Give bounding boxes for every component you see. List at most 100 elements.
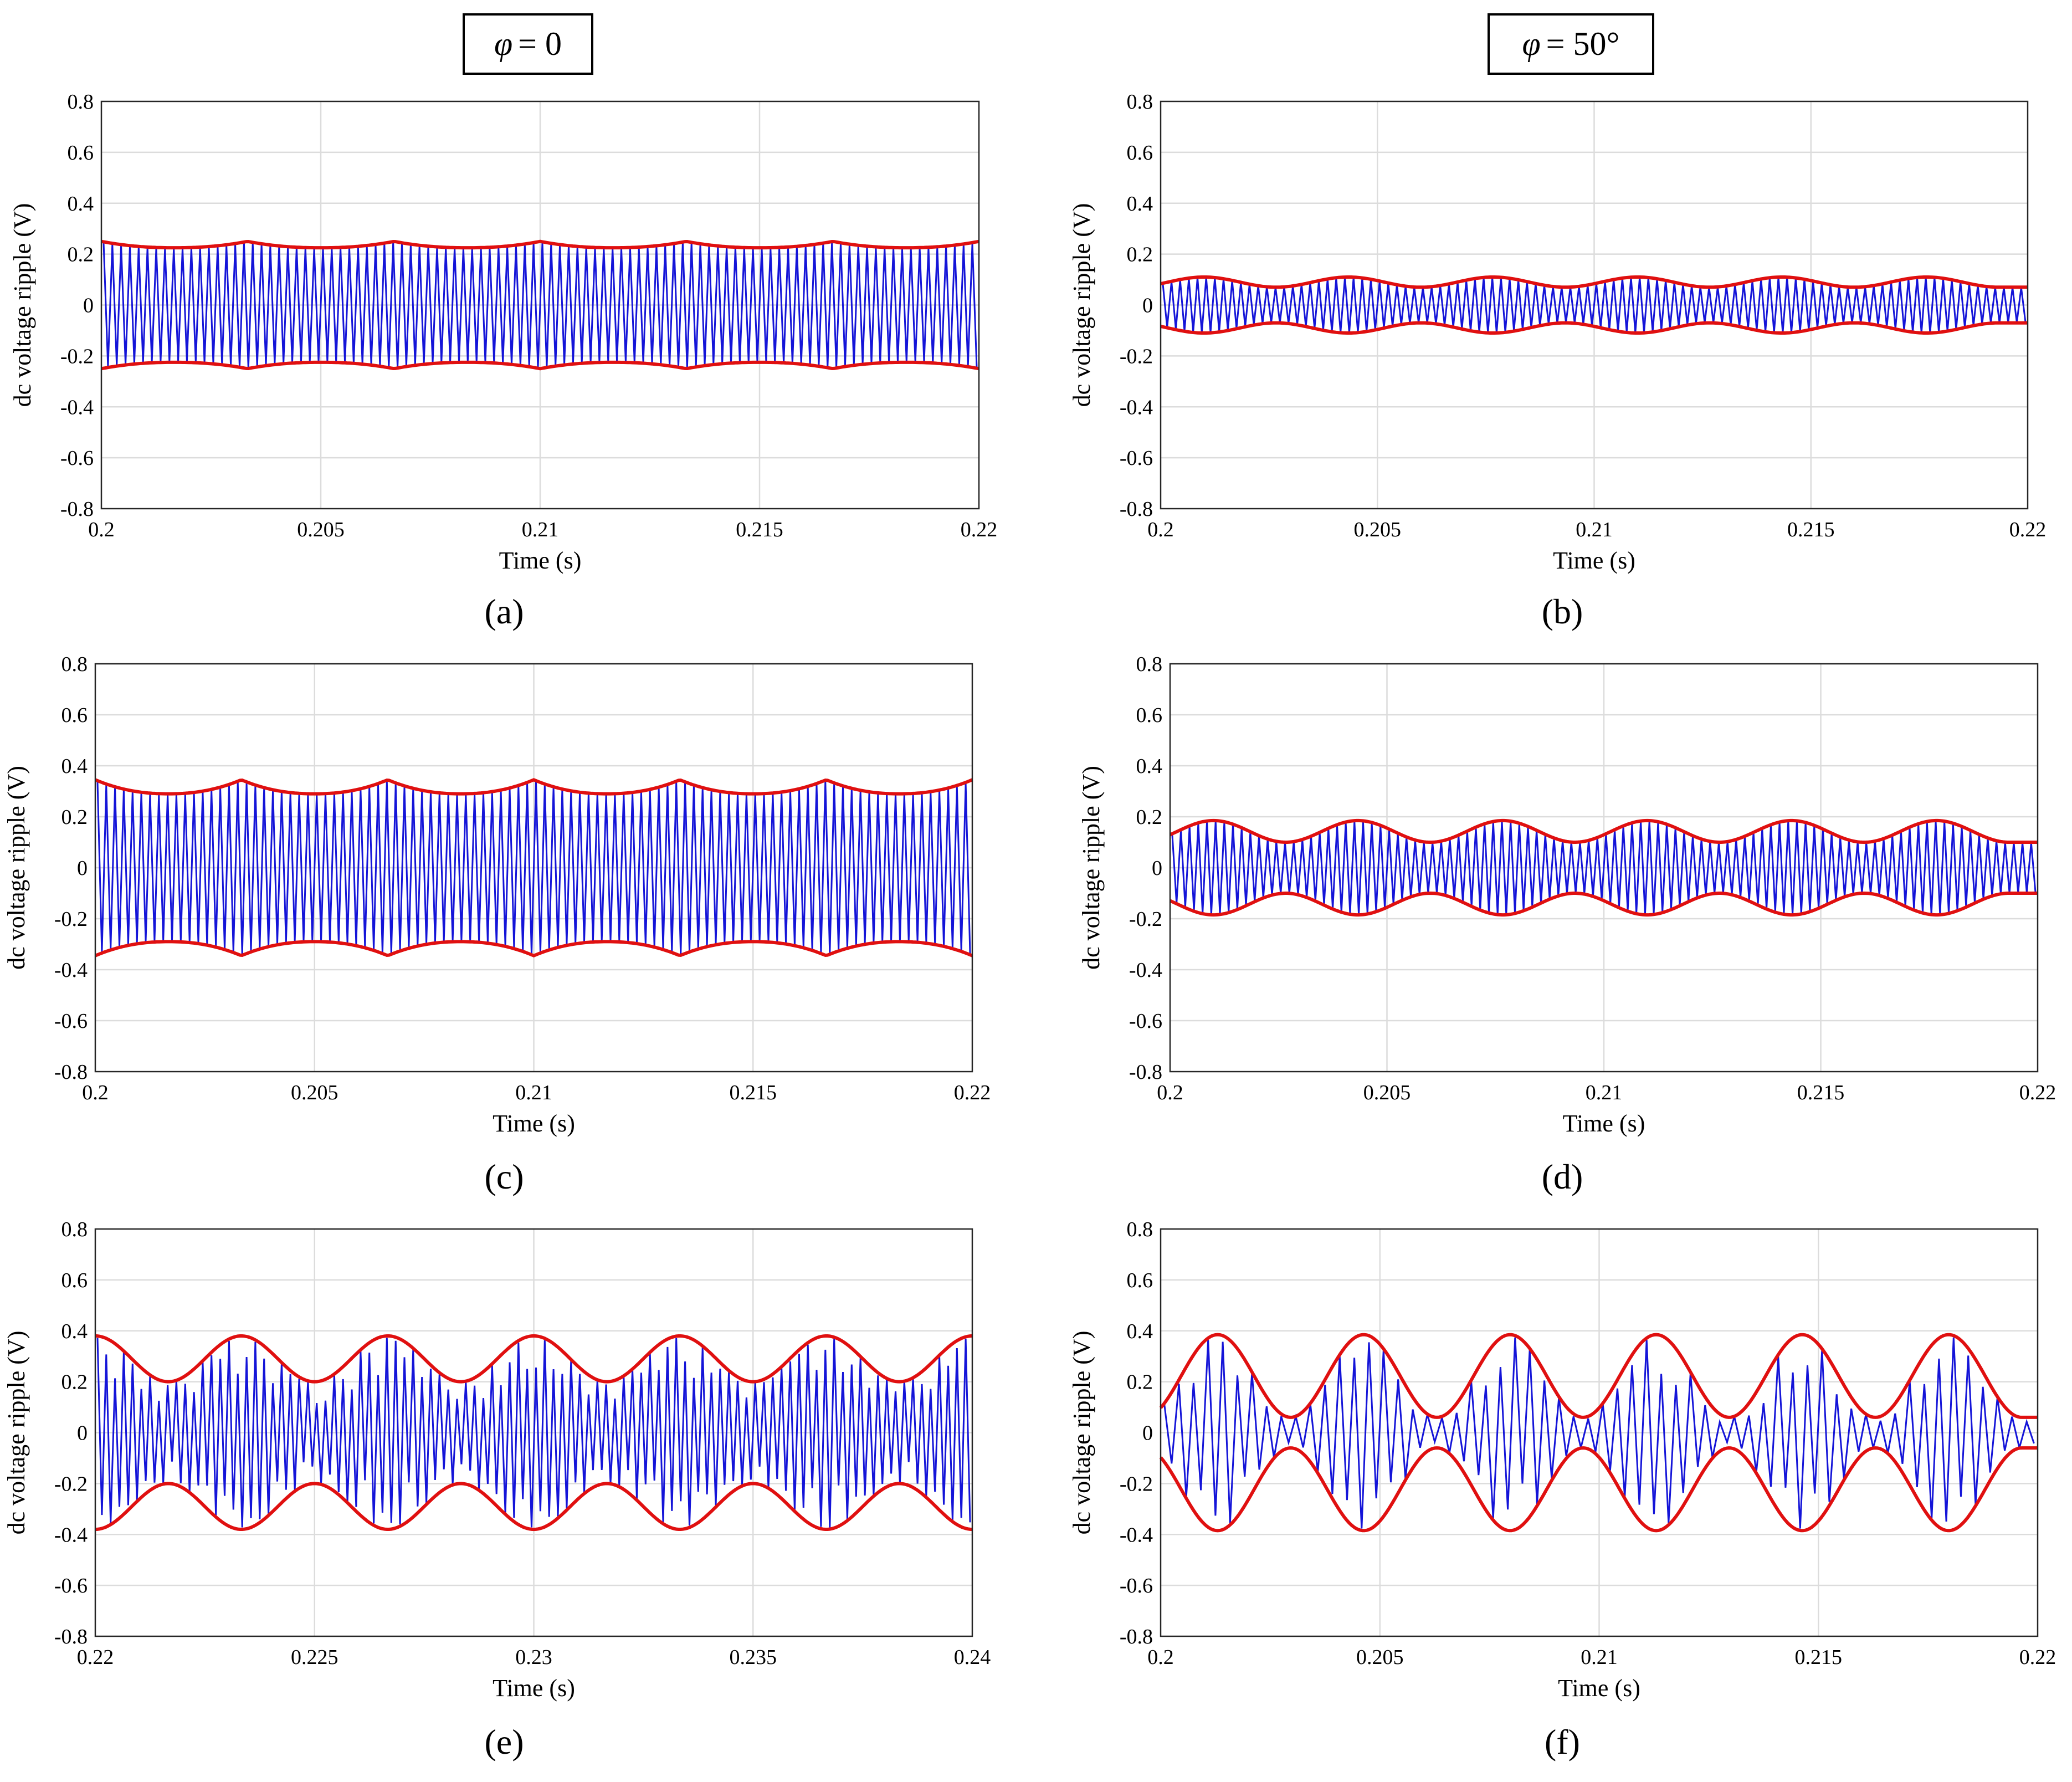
y-tick-label: 0.2 [1127,1371,1153,1394]
panel-label: (f) [1545,1722,1580,1761]
y-tick-label: 0 [1142,294,1153,318]
y-tick-label: -0.6 [1129,1010,1162,1033]
y-tick-label: 0 [77,1422,88,1445]
x-tick-label: 0.225 [291,1646,339,1669]
y-axis-title: dc voltage ripple (V) [3,766,30,970]
y-tick-label: 0 [77,857,88,880]
x-tick-label: 0.22 [2019,1646,2056,1669]
x-tick-label: 0.22 [954,1081,991,1104]
y-tick-label: -0.6 [1120,447,1153,470]
y-tick-label: -0.8 [1120,1625,1153,1648]
y-tick-label: 0.8 [61,653,88,676]
x-axis-title: Time (s) [1563,1110,1645,1137]
x-tick-label: 0.205 [1356,1646,1404,1669]
chart-panel-f: 0.2 0.205 0.21 0.215 0.22 0.8 0.6 0.4 0.2 0 -0.2 -0… [1068,1218,2056,1761]
y-tick-label: -0.6 [1120,1574,1153,1597]
plot-frame [100,100,980,510]
y-tick-label: -0.2 [1129,908,1162,931]
y-tick-label: 0.4 [1127,192,1153,216]
y-tick-label: 0 [1152,857,1162,880]
plot-frame [1160,100,2029,510]
chart-panel-c: 0.2 0.205 0.21 0.215 0.22 0.8 0.6 0.4 0.2 0 -0.2 -0… [3,653,991,1196]
series-line-dc-ripple [1163,1337,2035,1529]
series-line-dc-ripple [96,1338,971,1528]
x-tick-label: 0.22 [77,1646,114,1669]
series-line-dc-ripple [96,781,971,954]
x-tick-label: 0.22 [2009,518,2047,541]
series-line-lower-envelope [1160,321,2028,335]
x-tick-label: 0.2 [1147,1646,1174,1669]
x-axis-title: Time (s) [1553,547,1635,574]
x-tick-label: 0.2 [1147,518,1174,541]
x-tick-label: 0.205 [291,1081,339,1104]
x-tick-label: 0.2 [88,518,115,541]
y-tick-label: -0.2 [60,345,94,368]
column-header-box [1488,13,1654,75]
y-tick-label: 0.6 [61,1269,88,1292]
x-tick-label: 0.24 [954,1646,991,1669]
series-line-lower-envelope [1159,1446,2038,1533]
y-tick-label: 0.2 [68,243,94,267]
x-tick-label: 0.205 [1354,518,1402,541]
y-tick-label: 0 [83,294,94,318]
y-tick-label: 0.4 [61,755,88,778]
x-tick-label: 0.23 [515,1646,552,1669]
series-line-upper-envelope [1159,1333,2038,1419]
series-line-dc-ripple [1171,821,2037,914]
series-line-lower-envelope [101,360,979,371]
series-line-lower-envelope [1169,891,2038,917]
y-tick-label: 0.6 [1136,704,1163,727]
x-tick-label: 0.235 [730,1646,777,1669]
y-tick-label: 0.2 [61,1371,88,1394]
y-tick-label: 0.8 [1136,653,1163,676]
y-tick-label: -0.4 [1120,396,1153,419]
series-line-dc-ripple [1162,277,2027,333]
series-line-upper-envelope [1169,818,2038,844]
chart-panel-d: 0.2 0.205 0.21 0.215 0.22 0.8 0.6 0.4 0.2 0 -0.2 -0… [1078,653,2056,1196]
series-line-lower-envelope [94,940,973,957]
x-tick-label: 0.22 [961,518,998,541]
x-tick-label: 0.215 [736,518,783,541]
y-tick-label: -0.4 [54,959,88,982]
y-tick-label: 0.8 [68,90,94,114]
x-tick-label: 0.2 [82,1081,109,1104]
phi-value: = 0 [518,25,562,62]
y-axis-title: dc voltage ripple (V) [1068,203,1095,407]
plot-frame [94,1228,973,1637]
y-tick-label: 0 [1142,1422,1153,1445]
y-axis-title: dc voltage ripple (V) [3,1331,30,1535]
y-tick-label: 0.8 [61,1218,88,1241]
x-tick-label: 0.205 [1363,1081,1411,1104]
series-line-upper-envelope [95,1334,973,1384]
y-tick-label: 0.2 [1127,243,1153,267]
column-header-box [463,13,593,75]
series-line-dc-ripple [102,242,978,368]
y-tick-label: -0.8 [1129,1061,1162,1084]
x-tick-label: 0.21 [522,518,559,541]
y-tick-label: 0.6 [68,141,94,165]
x-tick-label: 0.21 [1581,1646,1618,1669]
x-tick-label: 0.215 [1795,1646,1843,1669]
y-tick-label: -0.6 [54,1574,88,1597]
y-tick-label: -0.2 [1120,1472,1153,1496]
column-header-phi-50: φ = 50° [1488,13,1654,75]
panel-label: (d) [1542,1157,1583,1196]
plot-frame [94,663,973,1073]
chart-panel-b: 0.2 0.205 0.21 0.215 0.22 0.8 0.6 0.4 0.2 0 -0.2 -0… [1068,90,2046,631]
x-tick-label: 0.22 [2019,1081,2056,1104]
y-axis-title: dc voltage ripple (V) [1068,1331,1095,1535]
x-tick-label: 0.21 [515,1081,552,1104]
y-tick-label: -0.6 [54,1010,88,1033]
x-tick-label: 0.21 [1576,518,1613,541]
x-axis-title: Time (s) [499,547,582,574]
panel-label: (b) [1542,592,1583,631]
x-tick-label: 0.215 [1797,1081,1845,1104]
chart-panel-e: 0.22 0.225 0.23 0.235 0.24 0.8 0.6 0.4 0.2 0 -0.2 -… [3,1218,991,1761]
plot-frame [1169,663,2039,1073]
y-tick-label: 0.2 [1136,806,1163,829]
y-tick-label: -0.8 [54,1625,88,1648]
y-tick-label: 0.6 [1127,141,1153,165]
y-tick-label: 0.2 [61,806,88,829]
y-tick-label: 0.6 [61,704,88,727]
x-axis-title: Time (s) [1558,1675,1640,1702]
